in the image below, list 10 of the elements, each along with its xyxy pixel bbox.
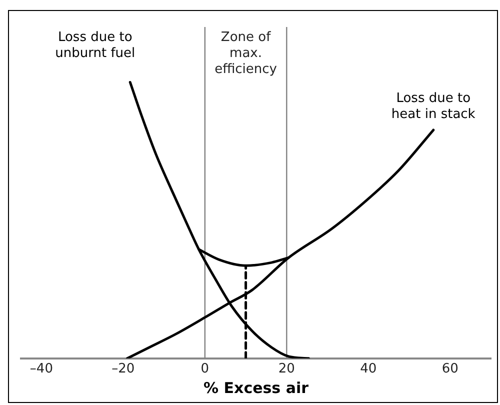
- x-tick-label: –20: [112, 362, 135, 377]
- x-axis-title: % Excess air: [204, 378, 310, 397]
- x-tick-label: 0: [200, 362, 210, 377]
- x-tick-label: 40: [360, 362, 377, 377]
- x-tick-label: 20: [278, 362, 295, 377]
- x-tick-label: 60: [442, 362, 458, 377]
- series-label: Loss due to unburnt fuel: [55, 30, 136, 61]
- x-tick-label: –40: [30, 362, 53, 377]
- series-label: Loss due to heat in stack: [391, 90, 476, 122]
- text: Zone of max. efficiency: [214, 30, 278, 77]
